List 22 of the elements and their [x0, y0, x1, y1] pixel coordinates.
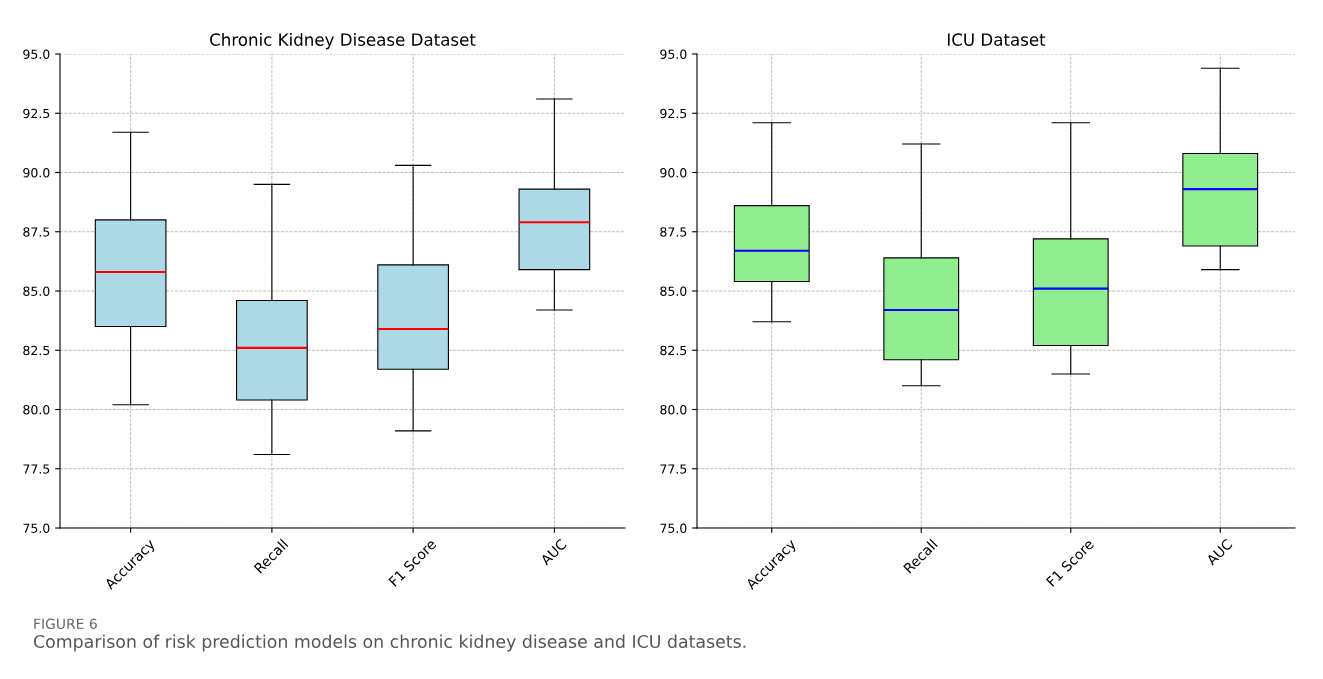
y-tick-label: 75.0	[660, 523, 687, 533]
chart-title: ICU Dataset	[947, 33, 1046, 46]
caption: FIGURE 6	[34, 618, 97, 630]
chart-title: Chronic Kidney Disease Dataset	[210, 33, 476, 50]
text: Comparison of risk prediction models on chronic kidney disease and ICU datasets.	[33, 634, 746, 652]
y-tick-label: 77.5	[23, 464, 50, 474]
y-tick-label: 90.0	[23, 167, 50, 178]
y-tick-label: 95.0	[660, 49, 687, 59]
y-tick-label: 75.0	[23, 523, 50, 533]
y-tick-label: 85.0	[23, 286, 50, 296]
y-tick-label: 80.0	[23, 404, 50, 415]
y-tick-label: 80.0	[660, 404, 687, 415]
y-tick-label: 92.5	[23, 108, 50, 119]
y-tick-label: 82.5	[23, 345, 50, 356]
y-tick-label: 85.0	[660, 286, 687, 296]
y-tick-label: 82.5	[660, 345, 687, 356]
y-tick-label: 90.0	[660, 167, 687, 178]
y-tick-label: 87.5	[660, 227, 687, 237]
y-tick-label: 92.5	[660, 108, 687, 119]
y-tick-label: 77.5	[660, 464, 687, 474]
y-tick-label: 87.5	[23, 227, 50, 237]
y-tick-label: 95.0	[23, 49, 50, 59]
